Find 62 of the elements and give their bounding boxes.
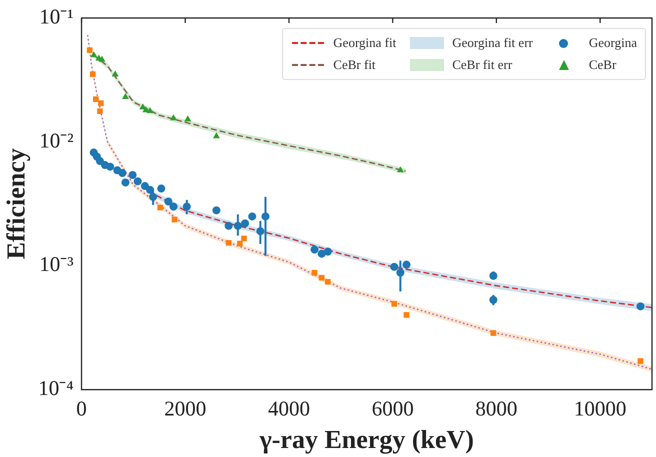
point [86,47,93,53]
legend-label: Georgina [588,35,637,51]
point [169,202,178,211]
point [172,216,178,222]
y-tick-label: 10⁻² [39,128,74,152]
point [121,178,130,186]
point [324,278,331,285]
x-tick-label: 10000 [574,396,626,421]
y-tick-label: 10⁻³ [39,252,74,276]
point [224,222,233,230]
point [212,132,220,138]
point [404,312,410,318]
x-tick-label: 4000 [268,396,310,421]
point [226,240,232,246]
point [402,260,410,269]
point [106,162,114,171]
x-tick-label: 8000 [475,396,518,421]
legend-label: Georgina fit [333,35,396,51]
point [170,114,177,120]
x-tick-label: 0 [76,396,87,421]
point [212,206,220,214]
annotation: Georgina fit err [452,35,533,51]
x-axis-title: γ-ray Energy (keV) [258,425,474,454]
point [310,246,319,254]
point [98,56,106,62]
point [112,70,119,76]
point [128,171,137,180]
y-tick-label: 10⁻¹ [39,4,74,29]
point [93,96,99,102]
point [97,108,103,114]
point [638,358,644,364]
point [122,93,129,100]
y-tick-label: 10⁻⁴ [38,376,74,400]
point [490,330,496,336]
annotation: CeBr fit err [452,57,512,73]
legend-label: CeBr [588,57,616,73]
point [248,212,256,220]
point [391,301,398,307]
point [390,262,398,271]
point [396,166,404,172]
point [241,236,247,242]
point [636,302,644,310]
point [134,177,142,186]
x-tick-label: 2000 [164,396,206,421]
point [118,169,126,178]
x-tick-label: 6000 [372,396,414,421]
point [318,274,325,281]
point [324,248,332,256]
point [312,270,318,276]
point [184,115,192,122]
point [157,184,166,193]
point [98,100,104,106]
point [157,204,164,210]
point [241,219,250,228]
legend-label: CeBr fit [333,57,376,73]
point [90,71,96,77]
point [164,198,172,206]
point [90,51,98,58]
point [237,240,243,246]
y-axis-title: Efficiency [1,148,30,260]
point [96,157,104,166]
point [146,107,154,114]
